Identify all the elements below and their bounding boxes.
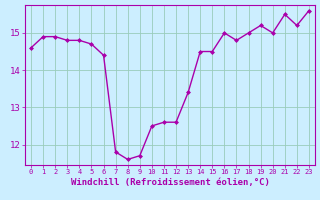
X-axis label: Windchill (Refroidissement éolien,°C): Windchill (Refroidissement éolien,°C) <box>71 178 269 187</box>
